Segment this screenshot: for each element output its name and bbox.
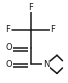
Text: F: F bbox=[50, 25, 55, 34]
Text: F: F bbox=[5, 25, 10, 34]
Text: O: O bbox=[6, 43, 12, 52]
Text: O: O bbox=[6, 60, 12, 69]
Text: F: F bbox=[28, 3, 33, 12]
Text: N: N bbox=[43, 60, 49, 69]
